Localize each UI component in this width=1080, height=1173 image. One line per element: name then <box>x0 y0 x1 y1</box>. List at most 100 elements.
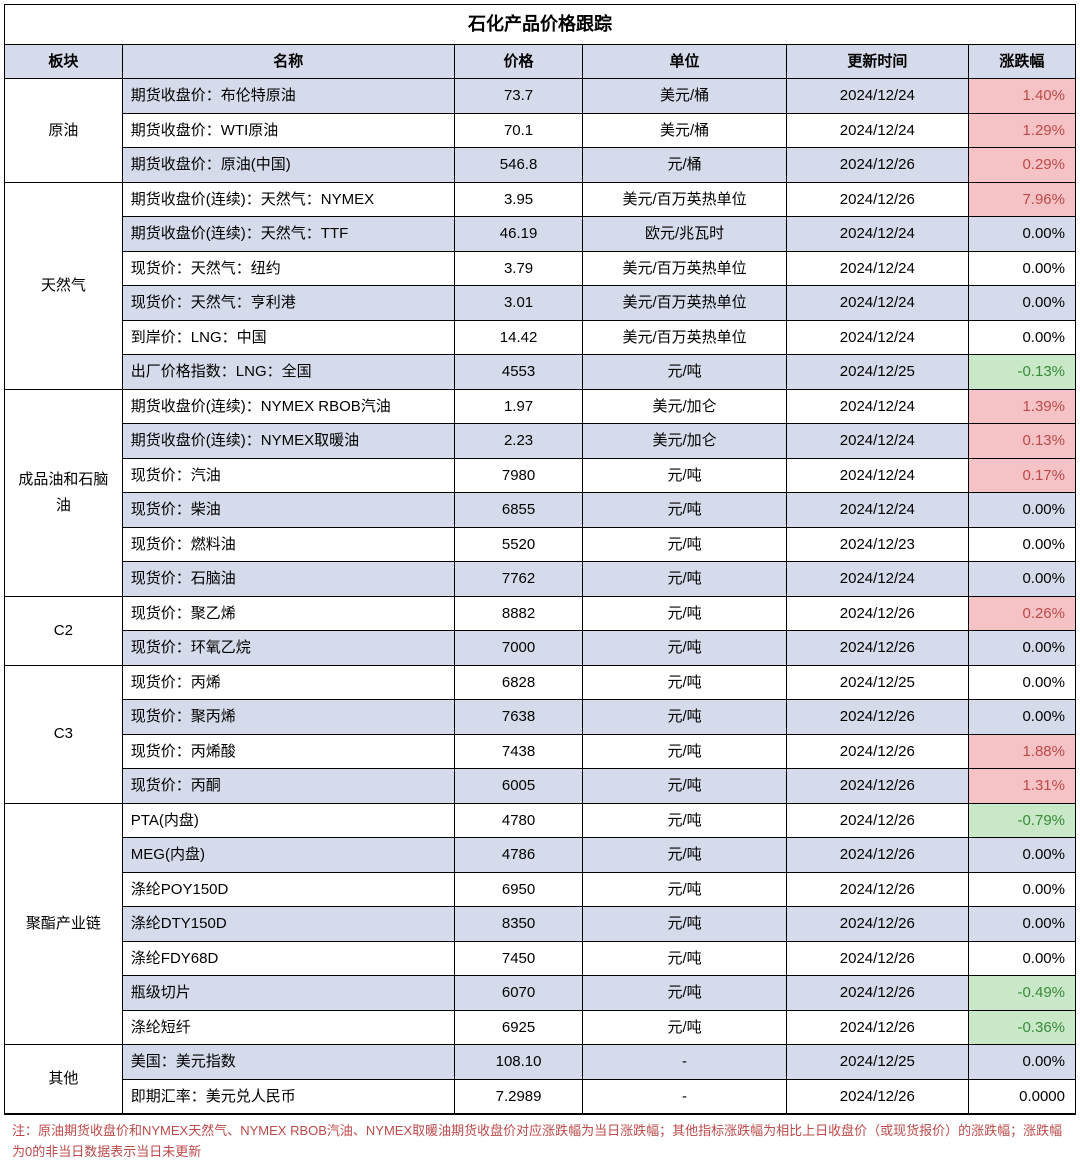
unit-cell: 元/吨 <box>583 493 786 528</box>
price-cell: 7450 <box>454 941 583 976</box>
unit-cell: 元/吨 <box>583 1010 786 1045</box>
date-cell: 2024/12/25 <box>786 1045 968 1080</box>
table-row: 即期汇率：美元兑人民币7.2989-2024/12/260.0000 <box>5 1079 1076 1114</box>
unit-cell: 元/吨 <box>583 907 786 942</box>
change-cell: 0.00% <box>968 941 1075 976</box>
unit-cell: 元/吨 <box>583 941 786 976</box>
change-cell: 0.00% <box>968 907 1075 942</box>
price-cell: 6070 <box>454 976 583 1011</box>
change-cell: 0.00% <box>968 700 1075 735</box>
date-cell: 2024/12/24 <box>786 251 968 286</box>
price-cell: 7762 <box>454 562 583 597</box>
unit-cell: 美元/百万英热单位 <box>583 182 786 217</box>
change-cell: 0.17% <box>968 458 1075 493</box>
name-cell: 现货价：天然气：亨利港 <box>122 286 454 321</box>
date-cell: 2024/12/26 <box>786 907 968 942</box>
name-cell: MEG(内盘) <box>122 838 454 873</box>
unit-cell: 美元/百万英热单位 <box>583 286 786 321</box>
name-cell: 瓶级切片 <box>122 976 454 1011</box>
date-cell: 2024/12/26 <box>786 803 968 838</box>
change-cell: 0.00% <box>968 286 1075 321</box>
table-row: 期货收盘价：原油(中国)546.8元/桶2024/12/260.29% <box>5 148 1076 183</box>
date-cell: 2024/12/25 <box>786 355 968 390</box>
name-cell: 现货价：柴油 <box>122 493 454 528</box>
name-cell: 出厂价格指数：LNG：全国 <box>122 355 454 390</box>
name-cell: 期货收盘价：布伦特原油 <box>122 79 454 114</box>
change-cell: 0.00% <box>968 562 1075 597</box>
name-cell: 美国：美元指数 <box>122 1045 454 1080</box>
change-cell: 0.00% <box>968 838 1075 873</box>
unit-cell: 美元/百万英热单位 <box>583 251 786 286</box>
date-cell: 2024/12/24 <box>786 458 968 493</box>
table-row: 成品油和石脑油期货收盘价(连续)：NYMEX RBOB汽油1.97美元/加仑20… <box>5 389 1076 424</box>
price-tracking-table: 石化产品价格跟踪 板块 名称 价格 单位 更新时间 涨跌幅 原油期货收盘价：布伦… <box>4 4 1076 1114</box>
name-cell: 涤纶POY150D <box>122 872 454 907</box>
table-row: 涤纶短纤6925元/吨2024/12/26-0.36% <box>5 1010 1076 1045</box>
unit-cell: 元/吨 <box>583 700 786 735</box>
price-cell: 6925 <box>454 1010 583 1045</box>
date-cell: 2024/12/26 <box>786 148 968 183</box>
unit-cell: 美元/加仑 <box>583 389 786 424</box>
change-cell: 0.00% <box>968 320 1075 355</box>
date-cell: 2024/12/24 <box>786 493 968 528</box>
change-cell: 1.29% <box>968 113 1075 148</box>
table-row: 期货收盘价：WTI原油70.1美元/桶2024/12/241.29% <box>5 113 1076 148</box>
price-cell: 73.7 <box>454 79 583 114</box>
name-cell: 现货价：丙烯酸 <box>122 734 454 769</box>
price-cell: 7000 <box>454 631 583 666</box>
sector-cell: C3 <box>5 665 123 803</box>
name-cell: 期货收盘价(连续)：天然气：TTF <box>122 217 454 252</box>
price-cell: 4553 <box>454 355 583 390</box>
table-row: 到岸价：LNG：中国14.42美元/百万英热单位2024/12/240.00% <box>5 320 1076 355</box>
table-row: 其他美国：美元指数108.10-2024/12/250.00% <box>5 1045 1076 1080</box>
change-cell: 0.00% <box>968 493 1075 528</box>
sector-cell: 聚酯产业链 <box>5 803 123 1045</box>
table-row: 涤纶POY150D6950元/吨2024/12/260.00% <box>5 872 1076 907</box>
change-cell: -0.49% <box>968 976 1075 1011</box>
unit-cell: 元/吨 <box>583 769 786 804</box>
table-row: C2现货价：聚乙烯8882元/吨2024/12/260.26% <box>5 596 1076 631</box>
name-cell: 现货价：燃料油 <box>122 527 454 562</box>
table-row: 期货收盘价(连续)：NYMEX取暖油2.23美元/加仑2024/12/240.1… <box>5 424 1076 459</box>
date-cell: 2024/12/26 <box>786 1010 968 1045</box>
change-cell: 0.00% <box>968 527 1075 562</box>
price-cell: 108.10 <box>454 1045 583 1080</box>
table-row: 天然气期货收盘价(连续)：天然气：NYMEX3.95美元/百万英热单位2024/… <box>5 182 1076 217</box>
name-cell: 现货价：丙烯 <box>122 665 454 700</box>
table-row: 现货价：环氧乙烷7000元/吨2024/12/260.00% <box>5 631 1076 666</box>
table-row: 现货价：汽油7980元/吨2024/12/240.17% <box>5 458 1076 493</box>
change-cell: 0.00% <box>968 217 1075 252</box>
change-cell: 0.13% <box>968 424 1075 459</box>
date-cell: 2024/12/26 <box>786 941 968 976</box>
price-cell: 3.01 <box>454 286 583 321</box>
table-row: 现货价：燃料油5520元/吨2024/12/230.00% <box>5 527 1076 562</box>
unit-cell: 元/桶 <box>583 148 786 183</box>
price-cell: 8882 <box>454 596 583 631</box>
change-cell: 0.29% <box>968 148 1075 183</box>
unit-cell: - <box>583 1045 786 1080</box>
price-cell: 14.42 <box>454 320 583 355</box>
header-row: 板块 名称 价格 单位 更新时间 涨跌幅 <box>5 44 1076 79</box>
date-cell: 2024/12/26 <box>786 1079 968 1114</box>
col-unit: 单位 <box>583 44 786 79</box>
price-cell: 6005 <box>454 769 583 804</box>
price-cell: 46.19 <box>454 217 583 252</box>
price-cell: 7438 <box>454 734 583 769</box>
name-cell: 现货价：丙酮 <box>122 769 454 804</box>
name-cell: 现货价：汽油 <box>122 458 454 493</box>
name-cell: 涤纶短纤 <box>122 1010 454 1045</box>
table-row: 期货收盘价(连续)：天然气：TTF46.19欧元/兆瓦时2024/12/240.… <box>5 217 1076 252</box>
change-cell: -0.79% <box>968 803 1075 838</box>
table-row: MEG(内盘)4786元/吨2024/12/260.00% <box>5 838 1076 873</box>
col-change: 涨跌幅 <box>968 44 1075 79</box>
price-cell: 5520 <box>454 527 583 562</box>
price-cell: 7.2989 <box>454 1079 583 1114</box>
date-cell: 2024/12/24 <box>786 424 968 459</box>
date-cell: 2024/12/24 <box>786 79 968 114</box>
unit-cell: 元/吨 <box>583 458 786 493</box>
unit-cell: 元/吨 <box>583 838 786 873</box>
unit-cell: 元/吨 <box>583 596 786 631</box>
date-cell: 2024/12/26 <box>786 700 968 735</box>
date-cell: 2024/12/26 <box>786 734 968 769</box>
table-row: 现货价：聚丙烯7638元/吨2024/12/260.00% <box>5 700 1076 735</box>
